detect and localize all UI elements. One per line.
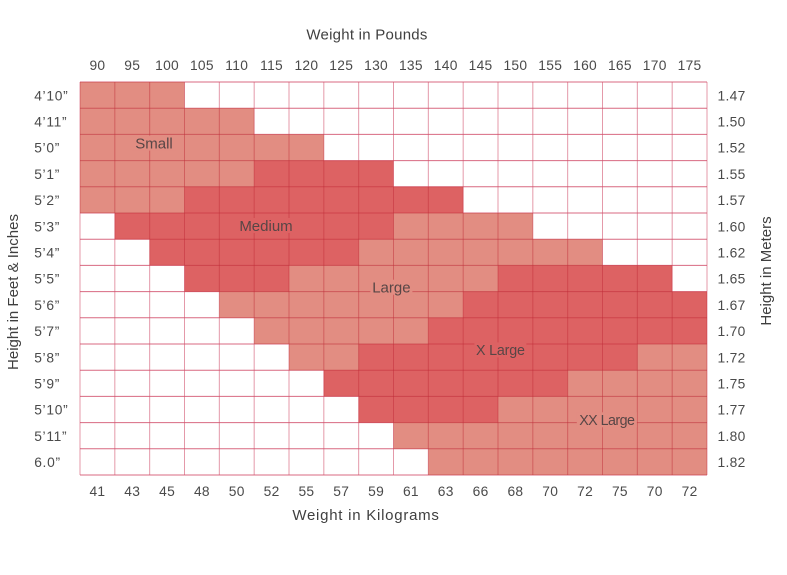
svg-text:170: 170 [643, 58, 667, 73]
svg-text:1.72: 1.72 [718, 350, 746, 365]
svg-text:Height in Feet & Inches: Height in Feet & Inches [5, 214, 22, 370]
svg-text:5’3”: 5’3” [34, 219, 60, 234]
svg-text:Small: Small [135, 135, 173, 152]
svg-text:95: 95 [124, 58, 140, 73]
svg-text:Weight in Kilograms: Weight in Kilograms [292, 507, 439, 524]
svg-text:X Large: X Large [476, 343, 525, 359]
svg-text:135: 135 [399, 58, 423, 73]
svg-text:Large: Large [372, 280, 410, 297]
svg-text:5’9”: 5’9” [34, 377, 60, 392]
svg-text:175: 175 [678, 58, 702, 73]
svg-text:48: 48 [194, 484, 210, 499]
svg-text:1.60: 1.60 [718, 219, 746, 234]
svg-text:XX Large: XX Large [579, 413, 635, 429]
svg-text:45: 45 [159, 484, 175, 499]
svg-text:1.65: 1.65 [718, 272, 746, 287]
svg-text:59: 59 [368, 484, 384, 499]
svg-text:155: 155 [538, 58, 562, 73]
svg-text:130: 130 [364, 58, 388, 73]
svg-text:1.50: 1.50 [718, 115, 746, 130]
svg-text:1.52: 1.52 [718, 141, 746, 156]
svg-text:1.47: 1.47 [718, 88, 746, 103]
svg-text:72: 72 [577, 484, 593, 499]
svg-text:43: 43 [124, 484, 140, 499]
svg-text:Medium: Medium [239, 218, 292, 235]
svg-text:61: 61 [403, 484, 419, 499]
svg-text:4’11”: 4’11” [34, 115, 67, 130]
svg-text:120: 120 [294, 58, 318, 73]
svg-text:Height in Meters: Height in Meters [758, 216, 775, 325]
svg-text:4’10”: 4’10” [34, 88, 68, 103]
svg-text:5’11”: 5’11” [34, 429, 67, 444]
svg-text:5’5”: 5’5” [34, 272, 60, 287]
svg-text:50: 50 [229, 484, 245, 499]
svg-text:72: 72 [682, 484, 698, 499]
svg-text:1.62: 1.62 [718, 246, 746, 261]
svg-text:1.77: 1.77 [718, 403, 746, 418]
svg-text:150: 150 [503, 58, 527, 73]
svg-text:6.0”: 6.0” [34, 455, 61, 470]
svg-text:5’6”: 5’6” [34, 298, 60, 313]
svg-text:68: 68 [507, 484, 523, 499]
svg-text:55: 55 [298, 484, 314, 499]
svg-text:165: 165 [608, 58, 632, 73]
svg-text:52: 52 [264, 484, 280, 499]
svg-text:66: 66 [473, 484, 489, 499]
svg-text:1.57: 1.57 [718, 193, 746, 208]
svg-text:5’4”: 5’4” [34, 246, 60, 261]
svg-text:1.80: 1.80 [718, 429, 746, 444]
svg-text:5’0”: 5’0” [34, 141, 60, 156]
svg-text:5’7”: 5’7” [34, 324, 60, 339]
svg-text:160: 160 [573, 58, 597, 73]
svg-text:105: 105 [190, 58, 214, 73]
svg-text:1.70: 1.70 [718, 324, 746, 339]
svg-text:41: 41 [89, 484, 105, 499]
svg-text:100: 100 [155, 58, 179, 73]
svg-text:140: 140 [434, 58, 458, 73]
svg-text:5’10”: 5’10” [34, 403, 68, 418]
svg-text:75: 75 [612, 484, 628, 499]
svg-text:57: 57 [333, 484, 349, 499]
svg-text:115: 115 [260, 58, 283, 73]
svg-text:63: 63 [438, 484, 454, 499]
svg-text:Weight in Pounds: Weight in Pounds [306, 27, 427, 44]
svg-text:1.55: 1.55 [718, 167, 746, 182]
svg-text:1.82: 1.82 [718, 455, 746, 470]
svg-text:1.75: 1.75 [718, 377, 746, 392]
svg-text:90: 90 [89, 58, 105, 73]
svg-text:125: 125 [329, 58, 353, 73]
svg-text:5’2”: 5’2” [34, 193, 60, 208]
svg-text:110: 110 [225, 58, 248, 73]
svg-text:5’8”: 5’8” [34, 350, 60, 365]
svg-text:70: 70 [542, 484, 558, 499]
svg-text:145: 145 [469, 58, 493, 73]
svg-text:5’1”: 5’1” [34, 167, 60, 182]
svg-text:70: 70 [647, 484, 663, 499]
svg-text:1.67: 1.67 [718, 298, 746, 313]
